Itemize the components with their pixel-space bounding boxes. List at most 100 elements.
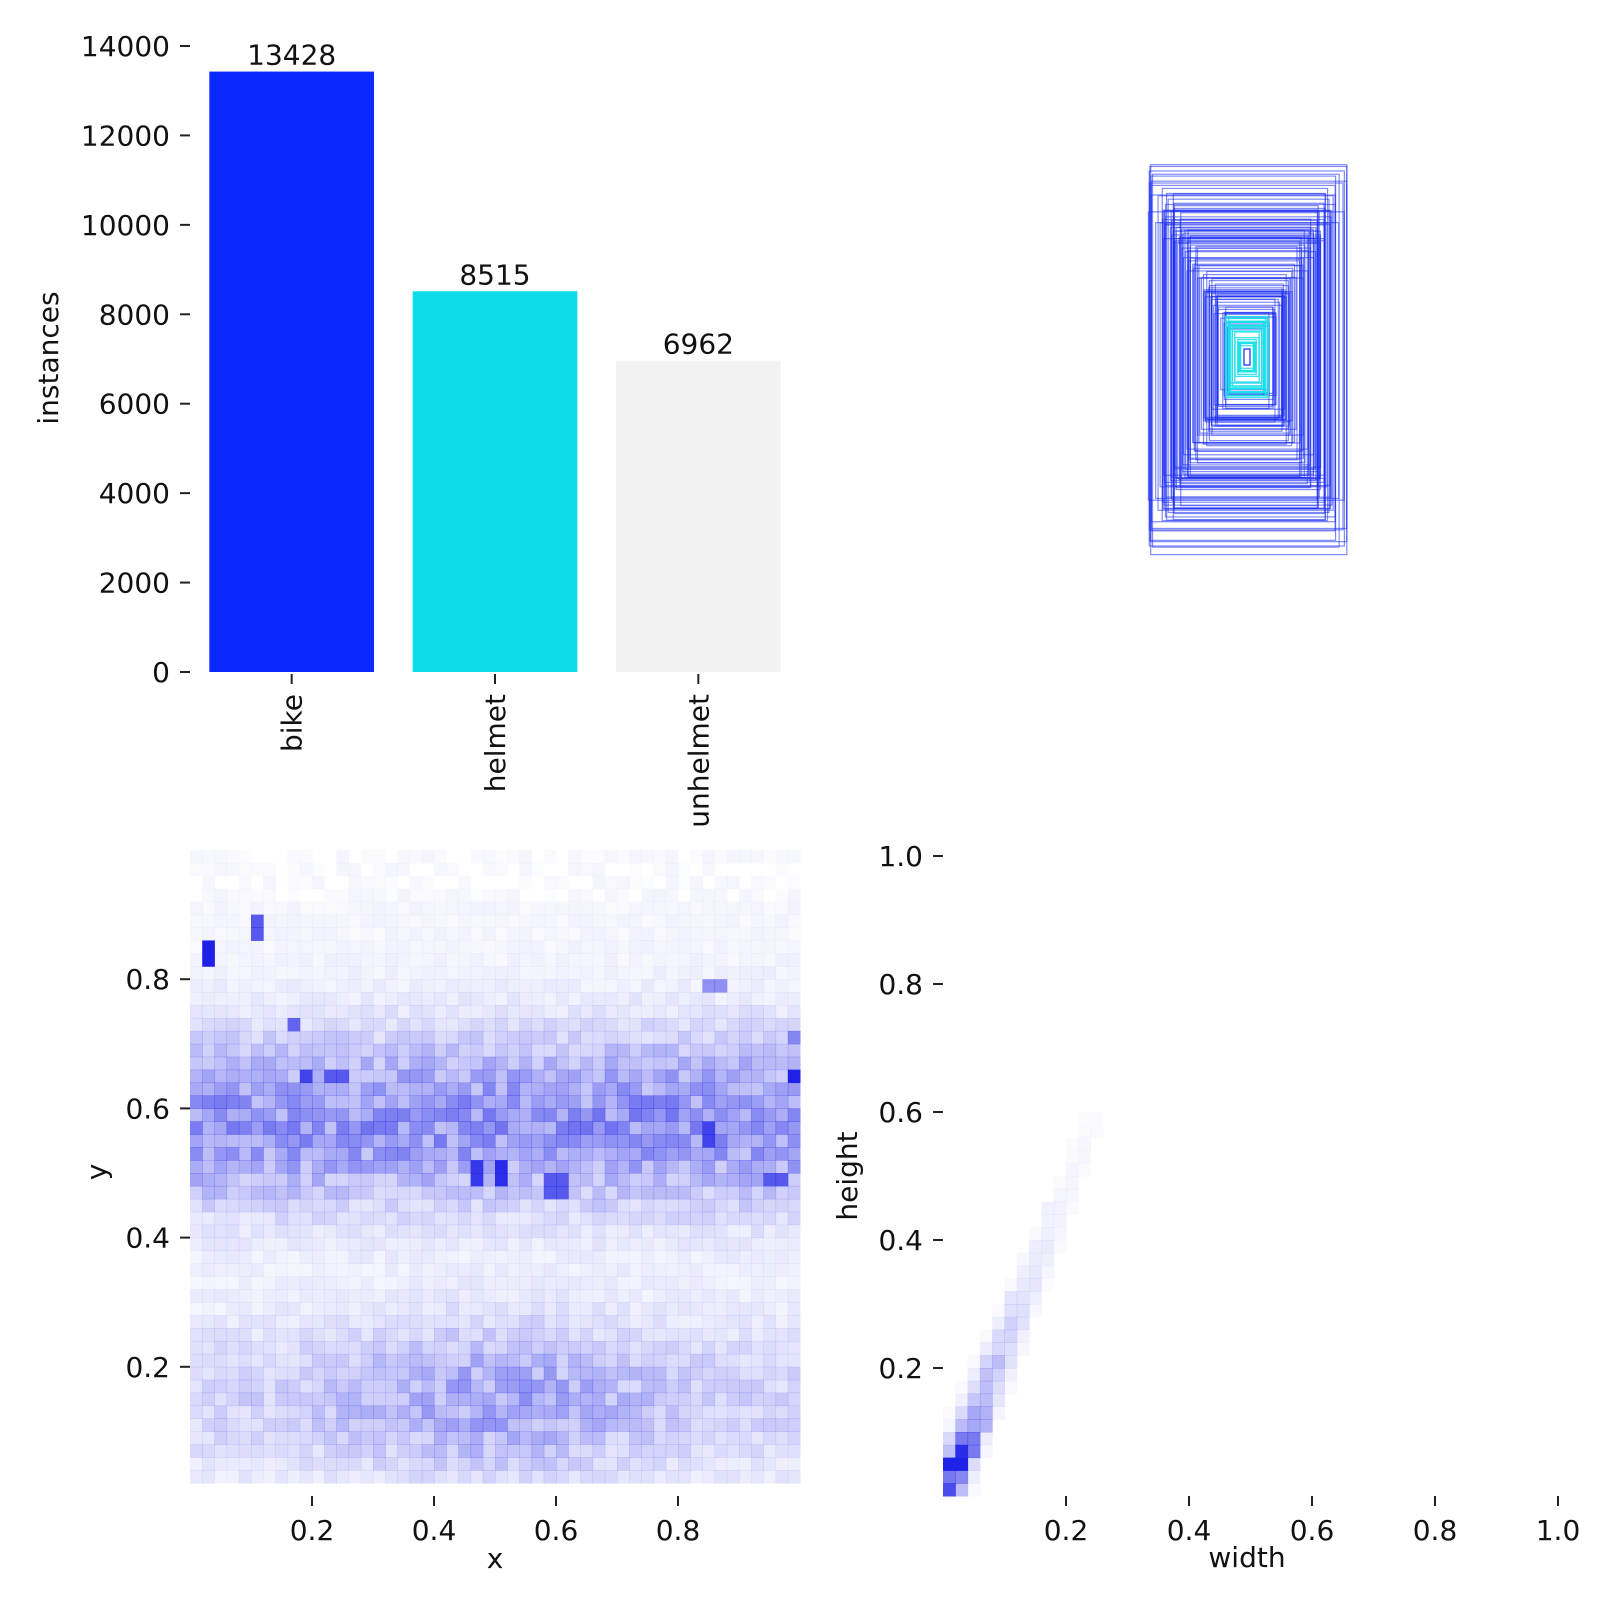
xy-heatmap-cell	[507, 1457, 520, 1471]
xy-heatmap-cell	[678, 1457, 691, 1471]
wh-heatmap-cell	[1078, 1125, 1091, 1138]
xy-heatmap-cell	[458, 953, 472, 967]
xy-heatmap-cell	[678, 1198, 691, 1213]
xy-heatmap-cell	[373, 928, 386, 941]
xy-heatmap-cell	[226, 1082, 240, 1096]
xy-heatmap-cell	[629, 1198, 642, 1213]
xy-heatmap-cell	[263, 1017, 276, 1032]
xy-heatmap-cell	[629, 1392, 642, 1407]
xy-heatmap-cell	[397, 1237, 411, 1252]
xy-heatmap-cell	[702, 1366, 716, 1381]
xy-heatmap-cell	[531, 1366, 545, 1381]
xy-heatmap-cell	[580, 1263, 594, 1277]
xy-heatmap-cell	[348, 1263, 362, 1277]
xy-heatmap-cell	[409, 1431, 423, 1445]
xy-heatmap-cell	[202, 1185, 215, 1200]
bounding-box-outline	[1217, 306, 1274, 408]
xy-heatmap-cell	[299, 914, 313, 929]
xy-heatmap-cell	[482, 1418, 496, 1432]
xy-heatmap-cell	[714, 1095, 728, 1109]
xy-heatmap-cell	[299, 1147, 313, 1161]
xy-heatmap-cell	[446, 901, 459, 916]
xy-heatmap-cell	[470, 1134, 484, 1148]
xy-heatmap-cell	[202, 850, 215, 863]
xy-heatmap-cell	[287, 1198, 301, 1213]
xy-heatmap-cell	[275, 1237, 289, 1252]
xy-heatmap-cell	[531, 1043, 545, 1058]
xy-heatmap-cell	[787, 1160, 801, 1174]
xy-heatmap-cell	[214, 1160, 228, 1174]
xy-heatmap-cell	[434, 1056, 447, 1071]
xy-heatmap-cell	[397, 888, 411, 903]
bar-value-label: 6962	[663, 328, 734, 361]
xy-heatmap-cell	[763, 1198, 777, 1213]
xy-heatmap-cell	[715, 902, 728, 915]
xy-heatmap-cell	[739, 1276, 752, 1290]
xy-heatmap-cell	[226, 979, 240, 993]
xy-heatmap-cell	[556, 1030, 569, 1045]
xy-heatmap-cell	[739, 1134, 752, 1148]
xy-heatmap-cell	[239, 876, 252, 889]
xy-heatmap-cell	[336, 1315, 350, 1329]
xy-heatmap-cell	[202, 1328, 215, 1342]
xy-heatmap-cell	[214, 1379, 228, 1394]
xy-heatmap-cell	[470, 1005, 484, 1019]
xy-heatmap-cell	[629, 1017, 642, 1032]
xy-heatmap-cell	[531, 1082, 545, 1096]
xy-heatmap-cell	[763, 1250, 777, 1264]
xy-heatmap-cell	[739, 953, 752, 967]
xy-heatmap-cell	[580, 1147, 594, 1161]
xy-heatmap-cell	[739, 850, 752, 864]
xy-heatmap-cell	[348, 1069, 362, 1084]
xy-heatmap-cell	[787, 1043, 801, 1058]
xy-heatmap-cell	[312, 1302, 325, 1316]
xy-heatmap-cell	[299, 1366, 313, 1381]
xy-heatmap-cell	[495, 1457, 508, 1471]
xy-heatmap-cell	[714, 1366, 728, 1381]
xy-heatmap-cell	[556, 1069, 569, 1084]
xy-heatmap-cell	[385, 1134, 398, 1148]
xy-heatmap-cell	[629, 1069, 642, 1084]
xy-heatmap-cell	[312, 992, 325, 1006]
xy-heatmap-cell	[617, 992, 630, 1006]
xy-heatmap-cell	[629, 1173, 642, 1187]
xy-heatmap-cell	[604, 1043, 618, 1058]
xy-heatmap-cell	[360, 1160, 374, 1174]
xy-heatmap-cell	[202, 1173, 215, 1187]
xy-heatmap-cell	[617, 1017, 630, 1032]
xy-heatmap-cell	[556, 1263, 569, 1277]
xy-heatmap-cell	[653, 1134, 667, 1148]
xy-heatmap-cell	[617, 928, 630, 941]
xy-heatmap-cell	[531, 1069, 545, 1084]
xy-heatmap-cell	[190, 863, 203, 876]
xy-heatmap-cell	[251, 1121, 264, 1135]
xy-heatmap-cell	[531, 1431, 545, 1445]
xy-heatmap-cell	[482, 1431, 496, 1445]
xy-heatmap-cell	[543, 1366, 557, 1381]
xy-heatmap-cell	[592, 1069, 606, 1084]
xy-heatmap-cell	[568, 1005, 581, 1019]
xy-heatmap-cell	[385, 1263, 398, 1277]
xy-heatmap-cell	[787, 1147, 801, 1161]
wh-heatmap-cell	[1016, 1265, 1030, 1279]
xy-heatmap-cell	[373, 1134, 386, 1148]
xy-heatmap-cell	[214, 1211, 228, 1226]
xy-heatmap-cell	[556, 901, 569, 916]
xy-heatmap-cell	[324, 1315, 337, 1329]
xy-heatmap-cell	[458, 1160, 472, 1174]
xy-heatmap-cell	[470, 1470, 484, 1484]
xy-heatmap-cell	[470, 1457, 484, 1471]
xy-heatmap-cell	[775, 1431, 789, 1445]
wh-heatmap-cell	[1004, 1342, 1018, 1356]
xy-heatmap-cell	[763, 1405, 777, 1419]
xy-heatmap-cell	[299, 1353, 313, 1368]
xy-heatmap-cell	[641, 915, 654, 928]
wh-heatmap-cell	[1016, 1316, 1030, 1331]
xy-heatmap-cell	[263, 1173, 276, 1187]
xy-heatmap-cell	[775, 966, 789, 980]
xy-heatmap-cell	[409, 1082, 423, 1096]
xy-heatmap-cell	[544, 876, 557, 889]
xy-heatmap-cell	[495, 1211, 508, 1226]
xy-heatmap-cell	[421, 953, 435, 967]
xy-heatmap-cell	[360, 1147, 374, 1161]
